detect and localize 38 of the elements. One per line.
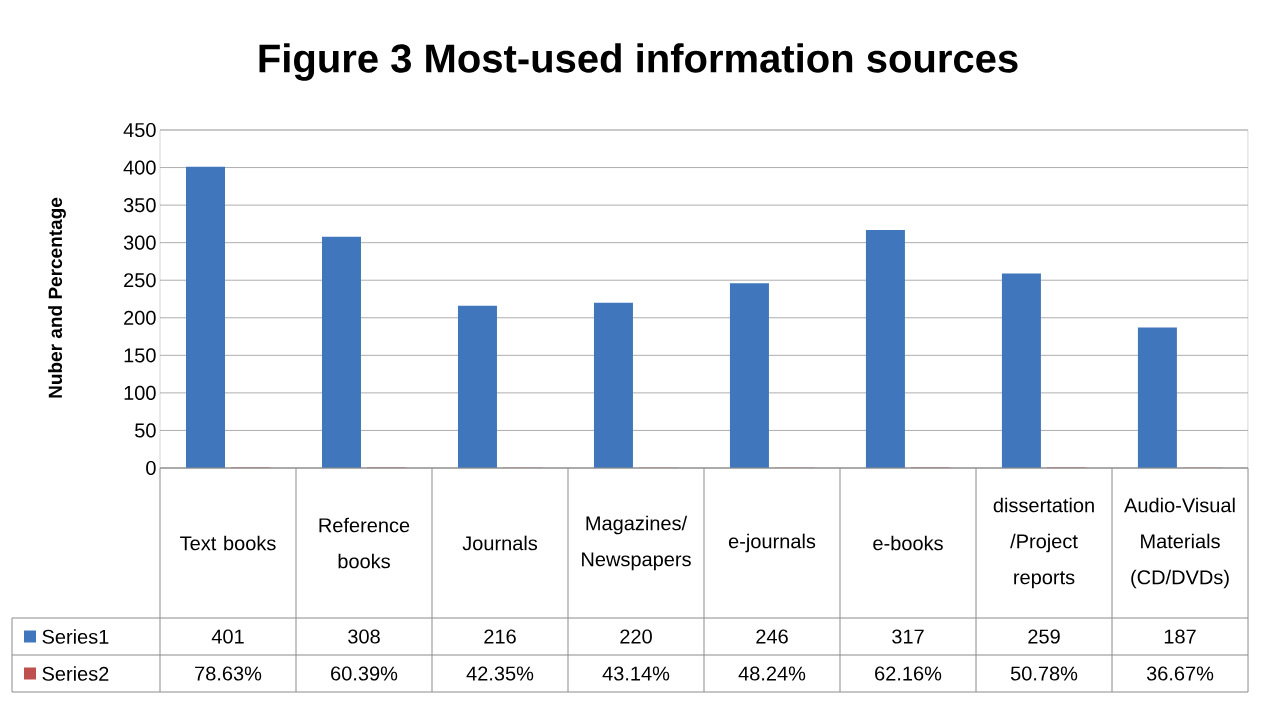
y-tick-label: 150 [124,348,156,363]
data-label: 216 [484,629,516,644]
data-label: 42.35% [466,666,534,681]
y-tick-label: 50 [135,423,156,438]
y-axis-title: Nuber and Percentage [48,197,66,398]
y-tick-label: 100 [124,385,156,400]
legend-label: Series2 [42,666,109,681]
x-tick-label: Reference books [319,517,410,569]
chart-title: Figure 3 Most-used information sources [259,43,1018,81]
data-label: 43.14% [602,666,670,681]
x-tick-label: dissertation /Project reports [993,497,1094,589]
data-label: 308 [348,629,380,644]
data-label: 401 [211,629,244,644]
data-label: 259 [1028,629,1060,644]
x-tick-label: e-books [873,535,943,551]
data-label: 60.39% [331,666,398,681]
data-label: 36.67% [1146,666,1214,681]
y-tick-label: 300 [123,235,156,250]
y-tick-label: 450 [123,122,156,138]
data-label: 317 [892,629,924,644]
data-label: 50.78% [1010,666,1078,681]
y-tick-label: 200 [124,310,156,325]
x-tick-label: Magazines/ Newspapers [582,515,691,571]
x-tick-label: Text books [180,535,276,551]
y-tick-label: 400 [123,160,156,175]
x-tick-label: e-journals [728,533,816,553]
y-tick-label: 0 [146,460,156,476]
data-label: 220 [620,629,652,644]
data-label: 246 [756,629,788,644]
legend-label: Series1 [42,629,109,644]
y-tick-label: 250 [124,273,156,288]
data-label: 48.24% [738,666,806,681]
y-tick-label: 350 [123,198,156,213]
data-label: 62.16% [875,666,942,681]
data-label: 187 [1164,629,1196,644]
x-tick-label: Audio-Visual Materials (CD/DVDs) [1124,497,1235,589]
data-label: 78.63% [195,666,262,681]
x-tick-label: Journals [462,535,538,551]
